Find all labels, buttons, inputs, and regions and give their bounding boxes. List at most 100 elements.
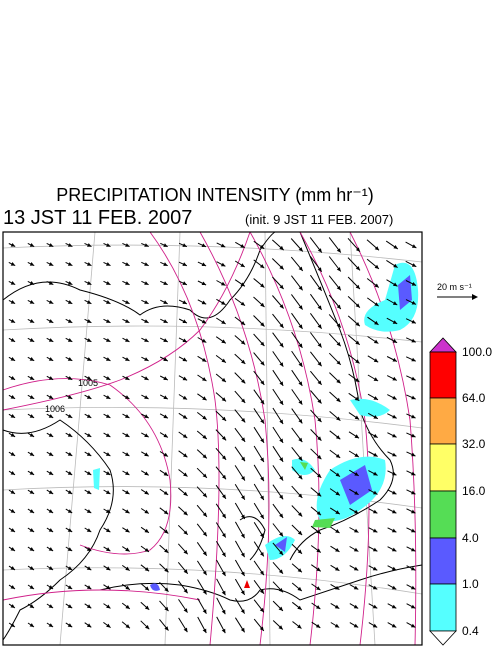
wind-arrow-head: [125, 262, 130, 266]
wind-arrow-head: [355, 284, 360, 289]
wind-arrow-head: [411, 338, 416, 343]
wind-arrow-head: [241, 476, 245, 481]
wind-arrow-head: [392, 301, 398, 305]
precip-area: [340, 465, 372, 505]
wind-arrow-head: [279, 400, 284, 405]
wind-arrow-head: [10, 433, 16, 437]
wind-arrow-head: [106, 376, 111, 380]
wind-arrow-head: [372, 604, 378, 609]
wind-arrow-head: [279, 323, 284, 328]
wind-arrow-head: [240, 571, 245, 576]
wind-arrow-head: [164, 587, 169, 592]
wind-arrow-head: [279, 532, 284, 537]
wind-arrow-head: [202, 628, 207, 633]
wind-arrow-head: [29, 300, 35, 304]
isobar: [249, 231, 320, 646]
wind-arrow-head: [354, 415, 360, 420]
wind-arrow-head: [279, 362, 284, 367]
wind-arrow-head: [279, 419, 284, 424]
wind-arrow-head: [125, 414, 130, 418]
wind-arrow-head: [316, 605, 321, 609]
wind-arrow-head: [298, 266, 303, 271]
wind-arrow-head: [144, 548, 149, 552]
wind-arrow-head: [48, 585, 54, 589]
wind-arrow-head: [125, 243, 130, 247]
wind-arrow-head: [10, 566, 15, 570]
isobar: [2, 589, 201, 601]
wind-arrow-head: [67, 243, 73, 247]
wind-arrow-head: [353, 604, 359, 609]
wind-arrow-head: [87, 262, 92, 266]
wind-arrow-head: [10, 281, 16, 285]
wind-arrow-head: [373, 452, 378, 457]
wind-arrow-head: [106, 281, 111, 285]
wind-arrow-head: [260, 322, 265, 327]
colorbar-bin: [429, 537, 457, 585]
colorbar-cap: [429, 630, 457, 646]
wind-arrow-head: [240, 627, 245, 633]
wind-arrow-head: [334, 604, 340, 609]
wind-arrow-head: [183, 491, 188, 496]
colorbar-labels: 100.0 64.0 32.0 16.0 4.0 1.0 0.4: [462, 345, 492, 638]
wind-arrow-head: [241, 456, 245, 462]
wind-arrow-head: [260, 514, 264, 519]
wind-arrow-head: [106, 547, 111, 552]
wind-arrow-head: [355, 266, 360, 271]
wind-arrow-head: [86, 604, 92, 609]
wind-arrow-head: [391, 566, 397, 571]
wind-arrow-head: [163, 433, 168, 438]
wind-arrow-head: [373, 490, 378, 495]
wind-arrow-head: [106, 604, 111, 609]
wind-arrow-head: [260, 302, 265, 307]
wind-arrow-head: [163, 300, 168, 304]
isobar: [299, 231, 370, 646]
wind-arrow-head: [182, 434, 188, 438]
wind-arrow-head: [183, 569, 188, 574]
wind-arrow-head: [372, 566, 378, 571]
wind-arrow-head: [336, 304, 341, 309]
isobar: [199, 231, 270, 646]
wind-arrow-head: [317, 380, 322, 385]
coastline: [2, 419, 114, 641]
wind-arrow-head: [222, 494, 226, 499]
wind-arrow-head: [335, 566, 340, 571]
wind-arrow-head: [163, 376, 168, 380]
wind-arrow-head: [336, 397, 341, 402]
coastline: [289, 231, 394, 561]
wind-arrow-head: [372, 585, 378, 590]
wind-arrow-head: [86, 395, 92, 399]
wind-arrow-head: [10, 528, 15, 532]
wind-arrow-head: [221, 358, 226, 363]
wind-arrow-head: [411, 414, 416, 419]
wind-arrow-head: [317, 343, 322, 348]
wind-arrow-head: [260, 495, 264, 500]
wind-arrow-head: [183, 530, 188, 535]
location-marker: [244, 580, 250, 588]
wind-arrow-head: [48, 414, 54, 418]
wind-arrow-head: [105, 471, 111, 475]
wind-arrow-head: [67, 262, 73, 266]
wind-arrow-head: [373, 377, 379, 381]
colorbar-bin: [429, 583, 457, 632]
wind-arrow-head: [29, 490, 35, 494]
wind-arrow-head: [202, 493, 207, 498]
wind-arrow-head: [201, 281, 207, 285]
wind-arrow-head: [202, 609, 207, 614]
precip-area: [150, 583, 160, 591]
wind-arrow-head: [125, 357, 130, 361]
wind-arrow-head: [392, 471, 397, 476]
wind-arrow-head: [392, 376, 397, 381]
wind-arrow-head: [183, 472, 188, 477]
wind-arrow-head: [260, 476, 264, 482]
wind-arrow-head: [297, 624, 302, 629]
wind-arrow-head: [298, 400, 303, 405]
wind-arrow-head: [67, 338, 73, 342]
wind-arrow-head: [67, 547, 73, 551]
wind-arrow-head: [391, 528, 397, 533]
colorbar-bin: [429, 443, 457, 492]
wind-arrow-head: [163, 281, 168, 285]
wind-arrow-head: [202, 551, 207, 556]
wind-arrow-head: [278, 588, 283, 593]
wind-arrow-head: [221, 590, 226, 596]
lat-line: [2, 244, 423, 263]
